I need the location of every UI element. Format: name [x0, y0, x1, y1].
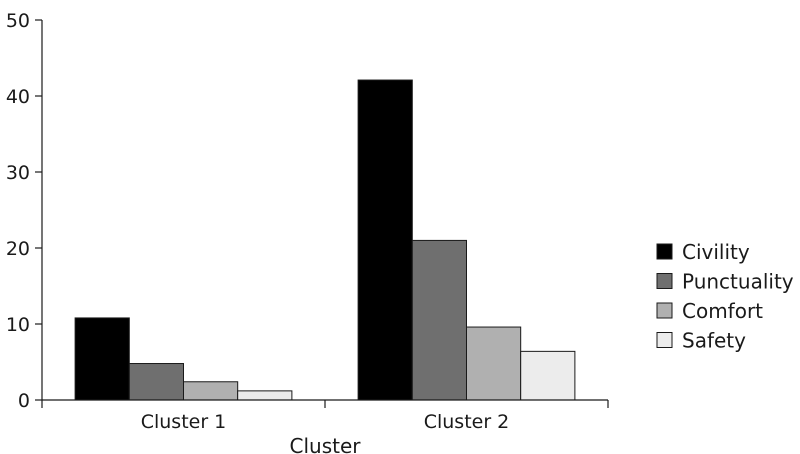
legend-label-safety: Safety [682, 329, 746, 353]
bar-civility-2 [357, 79, 413, 401]
bar-safety-1 [237, 390, 293, 401]
legend-swatch-comfort [656, 302, 673, 319]
legend-label-punctuality: Punctuality [682, 270, 794, 294]
y-axis-ticks: 0 10 20 30 40 50 [6, 10, 42, 412]
legend-label-comfort: Comfort [682, 299, 763, 323]
legend-swatch-safety [656, 332, 673, 348]
legend-swatch-punctuality [656, 273, 673, 289]
legend-swatch-civility [656, 243, 673, 260]
bars [74, 79, 576, 401]
bar-punctuality-1 [128, 363, 184, 401]
y-tick-label: 40 [6, 86, 30, 108]
y-tick-label: 30 [6, 162, 30, 184]
legend-label-civility: Civility [682, 240, 750, 264]
y-tick-label: 20 [6, 238, 30, 260]
y-tick-label: 0 [18, 390, 30, 412]
y-tick-label: 50 [6, 10, 30, 32]
x-axis-title: Cluster [290, 434, 362, 454]
bar-comfort-1 [183, 381, 239, 401]
legend: Civility Punctuality Comfort Safety [656, 240, 794, 353]
x-category-label: Cluster 1 [141, 411, 227, 433]
x-category-label: Cluster 2 [424, 411, 510, 433]
bar-civility-1 [74, 317, 130, 401]
bar-safety-2 [520, 350, 576, 401]
bar-comfort-2 [466, 326, 522, 401]
bar-punctuality-2 [411, 239, 468, 401]
y-tick-label: 10 [6, 314, 30, 336]
x-axis-categories: Cluster 1 Cluster 2 [41, 400, 609, 433]
